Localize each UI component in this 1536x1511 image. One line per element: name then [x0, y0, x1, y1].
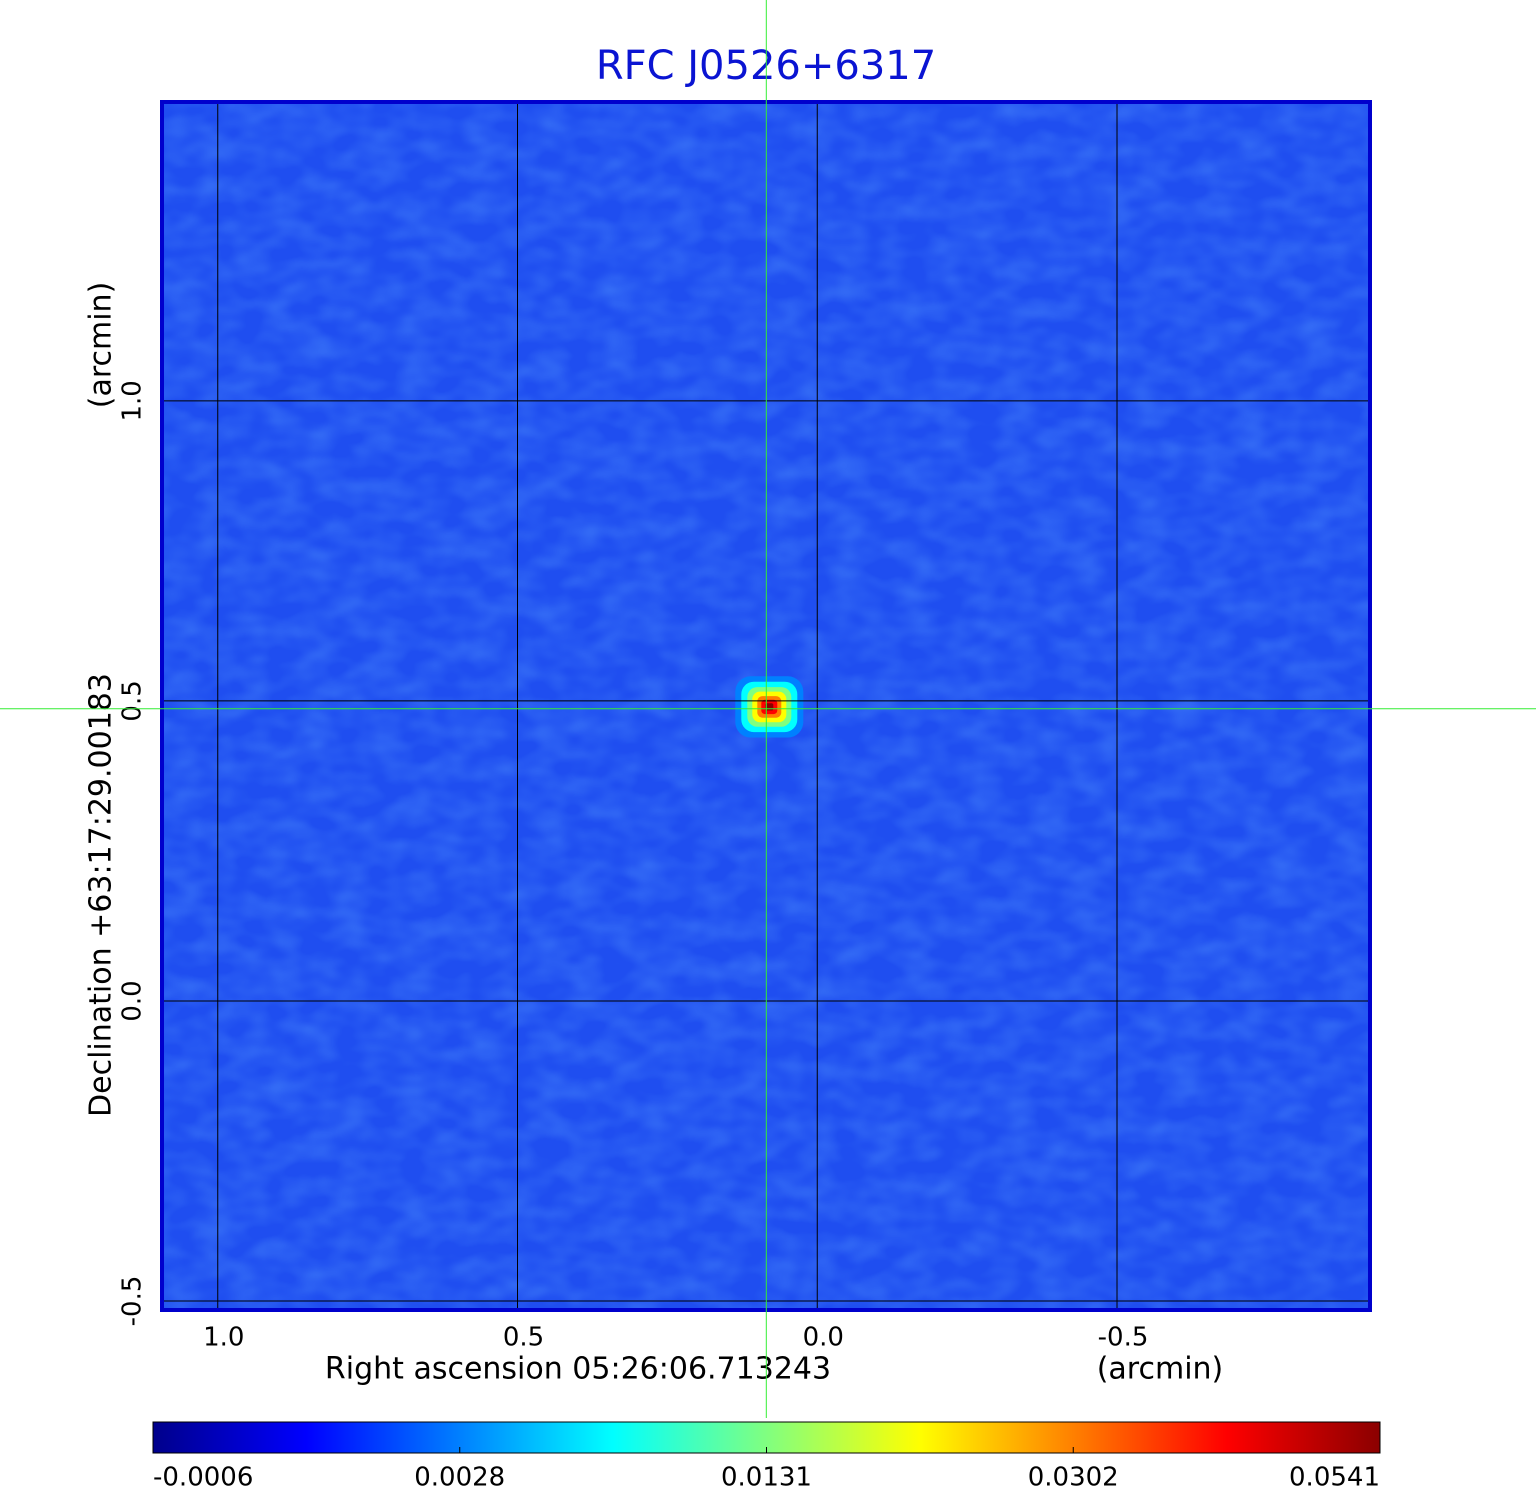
colorbar-tick-label: 0.0302 — [1028, 1463, 1119, 1493]
colorbar-tick-label: 0.0541 — [1289, 1463, 1380, 1493]
colorbar-tick-label: 0.0028 — [414, 1463, 505, 1493]
x-tick-label: 0.5 — [503, 1323, 544, 1353]
y-unit-label: (arcmin) — [84, 282, 119, 409]
source — [735, 676, 804, 738]
x-tick-label: 0.0 — [803, 1323, 844, 1353]
colorbar-tick-label: 0.0131 — [721, 1463, 812, 1493]
x-tick-label: -0.5 — [1098, 1323, 1149, 1353]
x-axis-label: Right ascension 05:26:06.713243 — [325, 1352, 831, 1387]
x-tick-label: 1.0 — [203, 1323, 244, 1353]
y-tick-label: 0.0 — [118, 980, 148, 1021]
y-tick-label: 1.0 — [118, 380, 148, 421]
colorbar-tick-label: -0.0006 — [153, 1463, 253, 1493]
x-unit-label: (arcmin) — [1097, 1352, 1224, 1387]
y-tick-label: -0.5 — [118, 1276, 148, 1327]
y-axis-label: Declination +63:17:29.00183 — [84, 673, 119, 1117]
y-tick-label: 0.5 — [118, 680, 148, 721]
